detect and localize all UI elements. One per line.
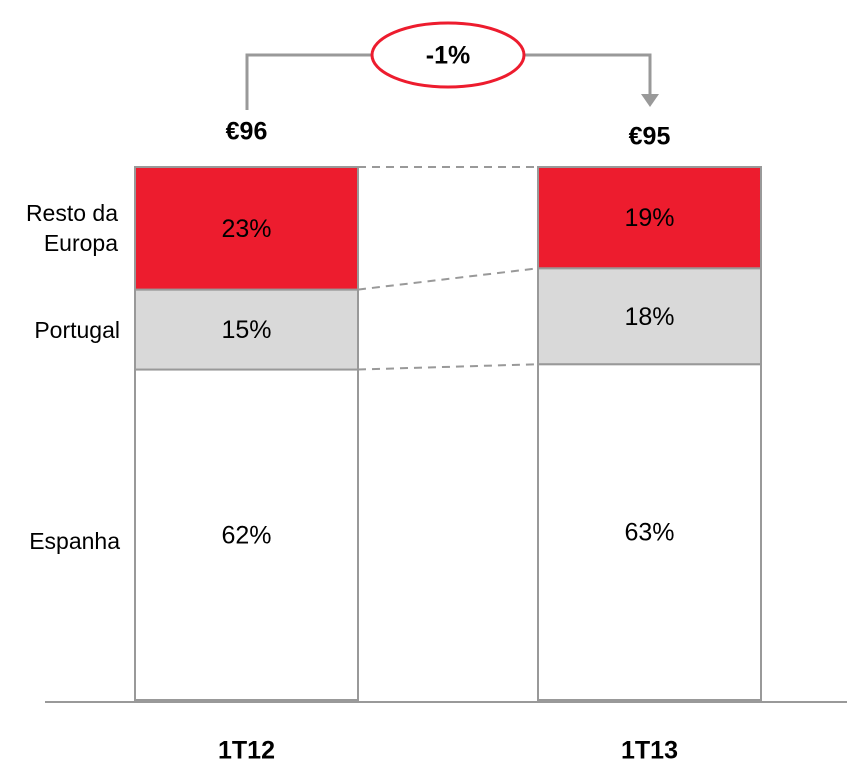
change-badge — [370, 21, 526, 89]
legend-label: Espanha — [29, 527, 120, 554]
value-label: 18% — [624, 303, 674, 331]
bar-segment — [134, 166, 359, 291]
value-label: 19% — [624, 204, 674, 232]
bar-segment — [134, 288, 359, 371]
change-label: -1% — [426, 42, 470, 70]
value-label: 62% — [221, 521, 271, 549]
bar-segment — [537, 267, 762, 366]
bracket-left — [245, 53, 372, 110]
bracket-arrow — [641, 94, 659, 107]
legend-label: Portugal — [34, 316, 120, 343]
bar-segment — [537, 166, 762, 270]
bar-segment — [537, 363, 762, 701]
bracket-right — [524, 53, 652, 96]
bar-segment — [134, 368, 359, 701]
value-label: 23% — [221, 215, 271, 243]
category-label: 1T13 — [621, 737, 678, 765]
connector — [357, 267, 539, 291]
value-label: 63% — [624, 519, 674, 547]
category-label: 1T12 — [218, 737, 275, 765]
total-label: €95 — [629, 123, 671, 151]
legend-label: Resto da Europa — [25, 200, 118, 257]
value-label: 15% — [221, 316, 271, 344]
total-label: €96 — [226, 118, 268, 146]
connector — [357, 363, 539, 371]
